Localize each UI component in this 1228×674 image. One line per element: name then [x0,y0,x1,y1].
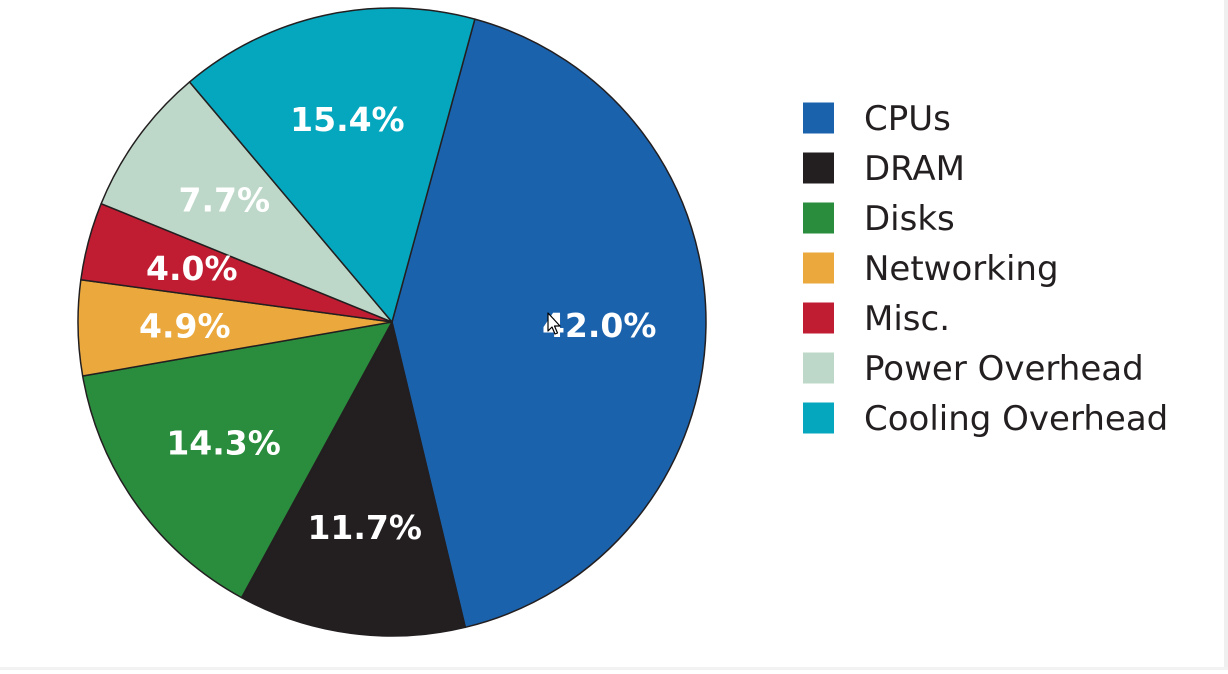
window-edge-right [1224,0,1228,670]
legend-label-power-overhead: Power Overhead [864,349,1144,389]
legend-label-disks: Disks [864,199,955,239]
legend-swatch-cooling-overhead [803,402,834,434]
legend-label-dram: DRAM [864,149,965,189]
pie-slice-cooling-overhead [188,7,476,323]
legend-label-networking: Networking [864,249,1059,289]
window-edge-bottom [0,667,1228,670]
pie-slice-power-overhead [100,81,393,323]
legend-label-cooling-overhead: Cooling Overhead [864,399,1168,439]
legend-label-misc: Misc. [864,299,950,339]
legend-swatch-dram [803,152,834,184]
legend-swatch-cpus [803,102,834,134]
pie-slices [77,7,707,637]
slice-value-label-power-overhead: 7.7% [179,181,271,220]
pie-slice-labels: 42.0% 11.7% 14.3% 4.9% 4.0% 7.7% 15.4% [139,100,656,547]
chart-legend: CPUs DRAM Disks Networking Misc. Power Overhe… [803,99,1168,439]
legend-swatch-misc [803,302,834,334]
slice-value-label-misc: 4.0% [146,249,238,288]
legend-swatch-disks [803,202,834,234]
slice-value-label-dram: 11.7% [307,508,422,547]
slice-value-label-networking: 4.9% [139,306,231,345]
legend-swatch-networking [803,252,834,284]
legend-swatch-power-overhead [803,352,834,384]
slice-value-label-cooling-overhead: 15.4% [290,100,405,139]
mouse-cursor-icon [547,312,561,335]
pie-slice-disks [81,321,393,599]
slice-value-label-disks: 14.3% [166,423,281,462]
pie-slice-dram [240,321,467,637]
slice-value-label-cpus: 42.0% [542,306,657,345]
legend-label-cpus: CPUs [864,99,951,139]
